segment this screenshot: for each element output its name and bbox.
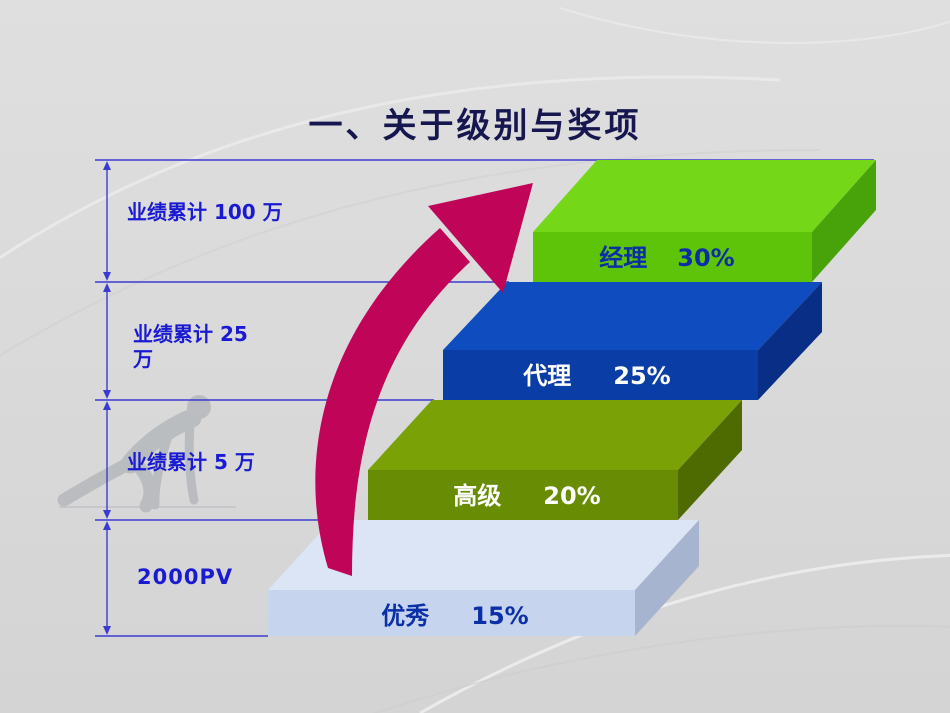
step-agent-side-face	[758, 282, 822, 400]
arrowhead-down-icon	[103, 272, 111, 281]
milestone-label-manager: 业绩累计 100 万	[127, 200, 283, 224]
arrowhead-down-icon	[103, 626, 111, 635]
step-rate: 20%	[543, 482, 601, 510]
runner-head	[187, 395, 211, 419]
runner-arm	[184, 419, 199, 505]
runner-leg	[57, 455, 139, 507]
growth-arrow-body	[315, 228, 470, 576]
step-rank: 经理	[599, 244, 648, 272]
step-advanced-side-face	[678, 400, 742, 520]
arrowhead-up-icon	[103, 283, 111, 292]
slide-title: 一、关于级别与奖项	[308, 106, 642, 146]
growth-arrow-head-icon	[428, 183, 533, 293]
step-agent-front-face	[443, 350, 758, 400]
step-excellent-side-face	[635, 520, 699, 636]
step-manager-front-face	[533, 232, 812, 282]
step-advanced	[368, 400, 742, 520]
bg-swoosh	[0, 149, 821, 357]
arrowhead-down-icon	[103, 510, 111, 519]
bg-swoosh	[419, 553, 950, 713]
milestone-label-excellent: 2000PV	[137, 565, 234, 589]
axis-arrowheads	[103, 161, 111, 635]
milestone-label-agent: 业绩累计 25 万	[133, 322, 248, 371]
step-manager-top-face	[533, 160, 876, 232]
step-label-advanced: 高级 20%	[402, 484, 652, 508]
step-rank: 高级	[453, 482, 502, 510]
step-advanced-front-face	[368, 470, 678, 520]
step-rate: 30%	[677, 244, 735, 272]
bg-swoosh	[372, 624, 950, 713]
step-label-agent: 代理 25%	[472, 364, 722, 388]
step-label-manager: 经理 30%	[542, 246, 792, 270]
step-excellent-front-face	[268, 590, 635, 636]
runner-torso	[120, 408, 202, 474]
step-agent-top-face	[443, 282, 822, 350]
step-rank: 优秀	[381, 602, 430, 630]
step-manager	[533, 160, 876, 282]
step-advanced-top-face	[368, 400, 742, 470]
growth-arrow	[315, 183, 533, 576]
arrowhead-down-icon	[103, 390, 111, 399]
step-rate: 15%	[471, 602, 529, 630]
arrowhead-up-icon	[103, 401, 111, 410]
step-label-excellent: 优秀 15%	[330, 604, 580, 628]
step-excellent-top-face	[268, 520, 699, 590]
bg-swoosh	[0, 75, 781, 260]
step-rank: 代理	[523, 362, 572, 390]
step-rate: 25%	[613, 362, 671, 390]
step-manager-side-face	[812, 160, 876, 282]
runner-silhouette	[57, 395, 236, 513]
arrowhead-up-icon	[103, 521, 111, 530]
step-excellent	[268, 520, 699, 636]
step-agent	[443, 282, 822, 400]
bg-swoosh	[559, 7, 950, 44]
runner-leg	[133, 461, 157, 513]
arrowhead-up-icon	[103, 161, 111, 170]
runner-arm	[150, 431, 173, 510]
milestone-label-advanced: 业绩累计 5 万	[127, 450, 255, 474]
